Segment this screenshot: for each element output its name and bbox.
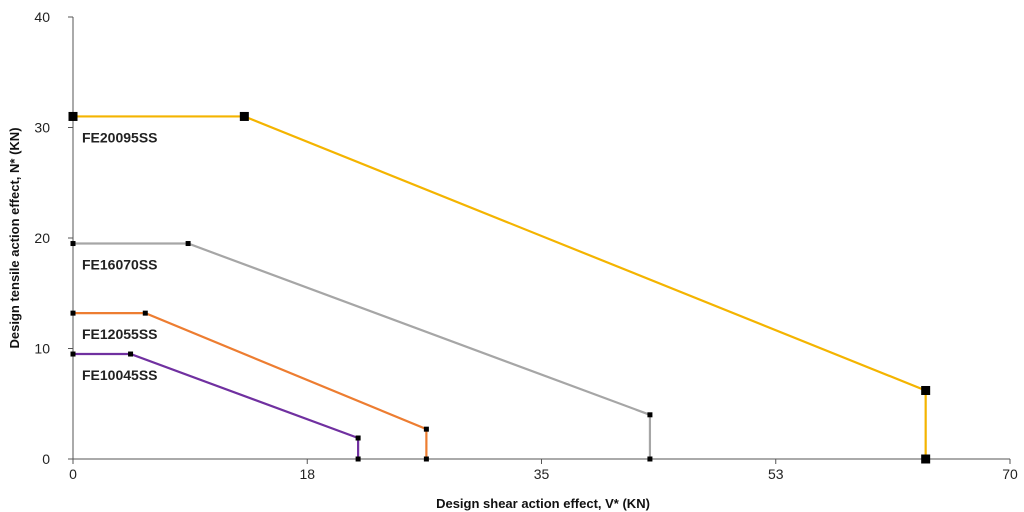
series-fe10045ss bbox=[70, 351, 361, 462]
y-tick-label: 30 bbox=[34, 120, 50, 136]
data-point-marker bbox=[355, 435, 361, 441]
series-label-fe12055ss: FE12055SS bbox=[82, 326, 158, 342]
x-tick-label: 18 bbox=[299, 466, 315, 482]
data-point-marker bbox=[647, 412, 653, 418]
data-point-marker bbox=[70, 241, 76, 247]
data-point-marker bbox=[128, 351, 134, 357]
data-point-marker bbox=[239, 111, 249, 121]
data-point-marker bbox=[70, 351, 76, 357]
x-axis-title: Design shear action effect, V* (KN) bbox=[436, 496, 650, 511]
data-point-marker bbox=[423, 426, 429, 432]
series-fe12055ss bbox=[70, 310, 429, 462]
data-point-marker bbox=[647, 456, 653, 462]
x-tick-label: 0 bbox=[69, 466, 77, 482]
y-tick-label: 0 bbox=[42, 451, 50, 467]
series-layer bbox=[68, 111, 931, 464]
y-tick-label: 10 bbox=[34, 341, 50, 357]
series-line-fe12055ss bbox=[73, 312, 428, 459]
data-point-marker bbox=[355, 456, 361, 462]
y-tick-label: 20 bbox=[34, 230, 50, 246]
data-point-marker bbox=[142, 310, 148, 316]
series-fe20095ss bbox=[68, 111, 931, 464]
x-tick-label: 53 bbox=[768, 466, 784, 482]
labels-layer: FE20095SS FE16070SS FE12055SS FE10045SS bbox=[82, 129, 158, 383]
data-point-marker bbox=[185, 241, 191, 247]
series-label-fe20095ss: FE20095SS bbox=[82, 129, 158, 145]
y-tick-label: 40 bbox=[34, 9, 50, 25]
axes-layer: 0 10 20 30 40 0 18 35 53 70 bbox=[34, 9, 1018, 482]
data-point-marker bbox=[921, 385, 931, 395]
data-point-marker bbox=[921, 454, 931, 464]
series-label-fe10045ss: FE10045SS bbox=[82, 367, 158, 383]
series-line-fe20095ss bbox=[73, 115, 927, 459]
y-axis-title: Design tensile action effect, N* (KN) bbox=[7, 127, 22, 348]
series-label-fe16070ss: FE16070SS bbox=[82, 257, 158, 273]
x-tick-label: 35 bbox=[534, 466, 550, 482]
data-point-marker bbox=[70, 310, 76, 316]
x-tick-label: 70 bbox=[1002, 466, 1018, 482]
data-point-marker bbox=[68, 111, 78, 121]
series-line-fe16070ss bbox=[73, 242, 652, 459]
series-line-fe10045ss bbox=[73, 352, 360, 459]
series-fe16070ss bbox=[70, 241, 653, 462]
data-point-marker bbox=[423, 456, 429, 462]
